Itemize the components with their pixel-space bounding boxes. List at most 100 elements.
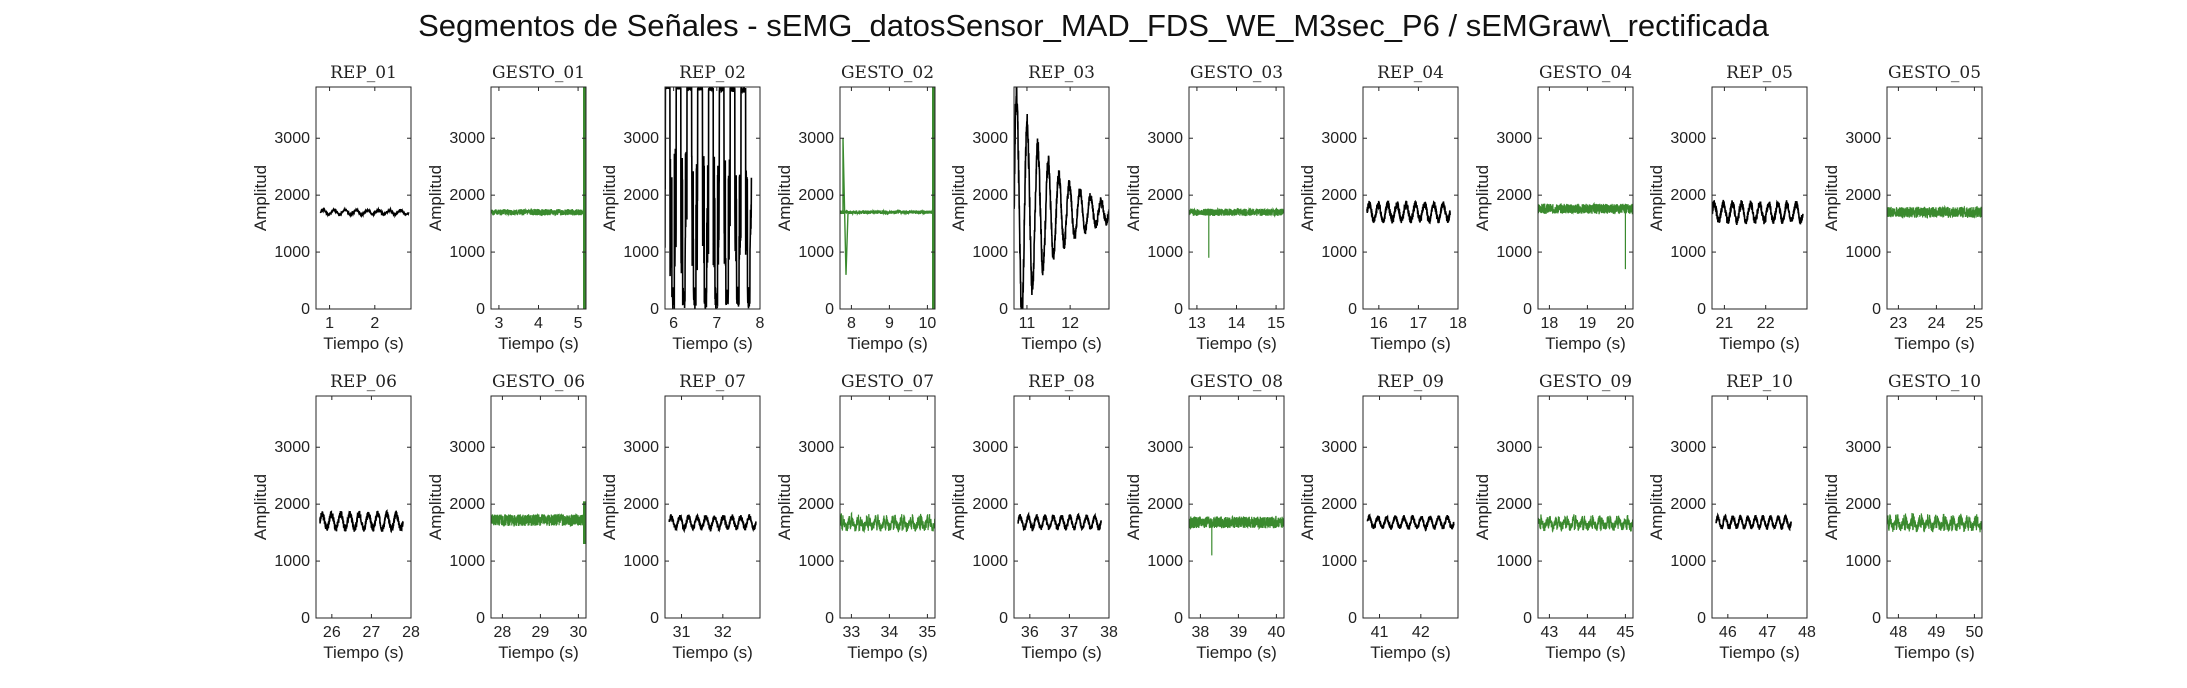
axes-box <box>1886 395 1983 619</box>
subplot-title: GESTO_07 <box>841 372 934 392</box>
y-tick-label: 3000 <box>623 439 659 456</box>
series-line <box>1538 514 1633 533</box>
y-tick-label: 2000 <box>1496 496 1532 513</box>
x-tick-label: 30 <box>570 624 588 641</box>
y-tick-label: 3000 <box>798 439 834 456</box>
subplot-gesto-07: 0 1000 2000 3000 33 34 35 GESTO_07 Tiempo (s) Amp… <box>775 372 936 662</box>
x-tick-label: 36 <box>1021 624 1039 641</box>
axes-box <box>490 86 587 310</box>
y-tick-label: 1000 <box>449 244 485 261</box>
x-tick-label: 14 <box>1228 315 1246 332</box>
y-tick-label: 0 <box>1872 301 1881 318</box>
subplot-title: REP_05 <box>1726 63 1793 83</box>
figure-title: Segmentos de Señales - sEMG_datosSensor_… <box>418 8 1769 43</box>
x-tick-label: 8 <box>756 315 765 332</box>
subplot-gesto-06: 0 1000 2000 3000 28 29 30 GESTO_06 Tiempo (s) Amp… <box>426 372 587 662</box>
x-axis-label: Tiempo (s) <box>847 643 928 662</box>
x-tick-label: 48 <box>1798 624 1816 641</box>
y-tick-label: 1000 <box>274 244 310 261</box>
x-tick-label: 1 <box>325 315 334 332</box>
y-tick-label: 0 <box>1174 610 1183 627</box>
y-tick-label: 2000 <box>1845 496 1881 513</box>
y-tick-label: 0 <box>301 610 310 627</box>
y-axis-label: Amplitud <box>1298 165 1317 231</box>
series-line <box>1017 511 1102 532</box>
y-tick-label: 2000 <box>1321 187 1357 204</box>
series-line <box>491 207 586 217</box>
series-line <box>319 206 410 219</box>
x-axis-label: Tiempo (s) <box>672 643 753 662</box>
subplot-gesto-08: 0 1000 2000 3000 38 39 40 GESTO_08 Tiempo (s) Amp… <box>1124 372 1285 662</box>
axes-box <box>839 395 936 619</box>
x-axis-label: Tiempo (s) <box>498 334 579 353</box>
y-tick-label: 3000 <box>1321 439 1357 456</box>
subplot-title: GESTO_02 <box>841 63 934 83</box>
y-tick-label: 3000 <box>1147 439 1183 456</box>
x-tick-label: 7 <box>712 315 721 332</box>
y-tick-label: 0 <box>1697 610 1706 627</box>
y-tick-label: 0 <box>1872 610 1881 627</box>
axes-box <box>315 395 412 619</box>
axes-box <box>1537 86 1634 310</box>
y-tick-label: 2000 <box>1670 496 1706 513</box>
y-tick-label: 0 <box>825 610 834 627</box>
x-tick-label: 25 <box>1966 315 1984 332</box>
x-tick-label: 17 <box>1410 315 1428 332</box>
series-line <box>1014 87 1109 309</box>
x-tick-label: 2 <box>370 315 379 332</box>
axes-box <box>1886 86 1983 310</box>
y-tick-label: 3000 <box>1321 130 1357 147</box>
series-line <box>1887 512 1982 533</box>
subplot-gesto-01: 0 1000 2000 3000 3 4 5 GESTO_01 Tiempo (s) Amplit… <box>426 63 587 353</box>
axes-box <box>1013 395 1110 619</box>
y-axis-label: Amplitud <box>1822 165 1841 231</box>
y-axis-label: Amplitud <box>426 474 445 540</box>
x-tick-label: 50 <box>1966 624 1984 641</box>
y-tick-label: 1000 <box>1496 244 1532 261</box>
y-tick-label: 1000 <box>1147 244 1183 261</box>
x-axis-label: Tiempo (s) <box>1021 334 1102 353</box>
x-axis-label: Tiempo (s) <box>672 334 753 353</box>
x-tick-label: 38 <box>1100 624 1118 641</box>
y-tick-label: 0 <box>1523 610 1532 627</box>
y-tick-label: 3000 <box>449 439 485 456</box>
subplot-title: GESTO_09 <box>1539 372 1632 392</box>
series-line <box>1715 512 1792 532</box>
y-tick-label: 1000 <box>1670 244 1706 261</box>
x-tick-label: 12 <box>1061 315 1079 332</box>
subplot-title: REP_03 <box>1028 63 1095 83</box>
axes-box <box>1013 86 1110 310</box>
x-tick-label: 26 <box>323 624 341 641</box>
y-tick-label: 1000 <box>1496 553 1532 570</box>
y-tick-label: 0 <box>476 610 485 627</box>
axes-box <box>1537 395 1634 619</box>
y-tick-label: 0 <box>1697 301 1706 318</box>
y-tick-label: 3000 <box>274 439 310 456</box>
x-axis-label: Tiempo (s) <box>1196 334 1277 353</box>
subplot-rep-09: 0 1000 2000 3000 41 42 REP_09 Tiempo (s) Amplitu… <box>1298 372 1459 662</box>
x-tick-label: 5 <box>574 315 583 332</box>
subplot-gesto-05: 0 1000 2000 3000 23 24 25 GESTO_05 Tiempo (s) Amp… <box>1822 63 1983 353</box>
x-tick-label: 16 <box>1370 315 1388 332</box>
y-axis-label: Amplitud <box>1473 474 1492 540</box>
axes-box <box>839 86 936 310</box>
series-line <box>665 87 753 309</box>
axes-box <box>1188 395 1285 619</box>
x-axis-label: Tiempo (s) <box>1370 643 1451 662</box>
y-tick-label: 1000 <box>972 244 1008 261</box>
subplot-rep-01: 0 1000 2000 3000 1 2 REP_01 Tiempo (s) Amplitud <box>251 63 412 353</box>
x-tick-label: 11 <box>1019 315 1036 332</box>
subplot-title: REP_07 <box>679 372 746 392</box>
y-tick-label: 2000 <box>1147 187 1183 204</box>
subplot-rep-08: 0 1000 2000 3000 36 37 38 REP_08 Tiempo (s) Ampli… <box>949 372 1118 662</box>
subplot-gesto-09: 0 1000 2000 3000 43 44 45 GESTO_09 Tiempo (s) Amp… <box>1473 372 1634 662</box>
axes-box <box>1711 86 1808 310</box>
x-tick-label: 27 <box>363 624 381 641</box>
y-axis-label: Amplitud <box>600 474 619 540</box>
x-axis-label: Tiempo (s) <box>323 643 404 662</box>
y-axis-label: Amplitud <box>426 165 445 231</box>
series-line <box>319 509 404 534</box>
y-axis-label: Amplitud <box>1473 165 1492 231</box>
y-tick-label: 1000 <box>623 244 659 261</box>
